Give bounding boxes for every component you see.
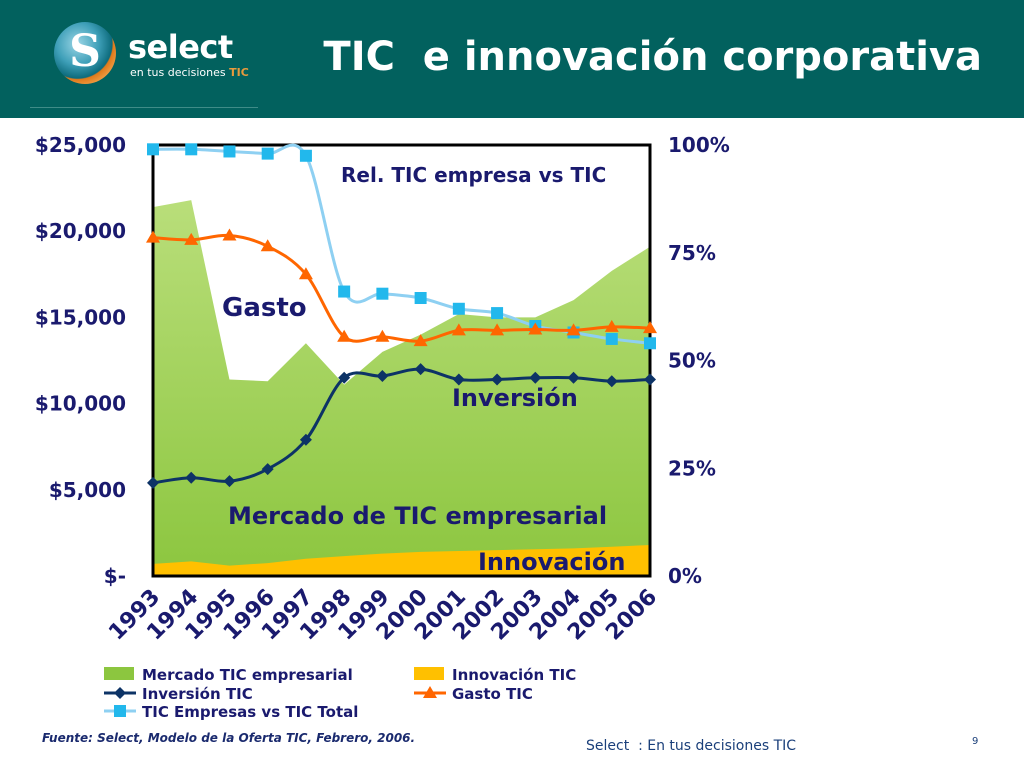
- legend-marker: [114, 705, 126, 717]
- y-left-tick-label: $5,000: [49, 478, 126, 502]
- rel-tic-marker: [261, 147, 274, 160]
- y-right-tick-label: 100%: [668, 133, 730, 157]
- inversion-marker: [491, 373, 504, 386]
- annotation-rel-tic: Rel. TIC empresa vs TIC: [341, 163, 606, 187]
- gasto-marker: [413, 334, 428, 347]
- logo-name: select: [128, 28, 233, 66]
- rel-tic-marker: [605, 332, 618, 345]
- legend-label: Innovación TIC: [452, 666, 576, 684]
- gasto-marker: [566, 323, 581, 336]
- annotation-inversion: Inversión: [452, 384, 578, 412]
- legend-swatch: [104, 667, 134, 680]
- inversion-marker: [147, 476, 159, 489]
- rel-tic-marker: [491, 307, 504, 320]
- rel-tic-marker: [223, 145, 236, 158]
- slide-title: TIC e innovación corporativa: [323, 34, 982, 80]
- y-left-tick-label: $20,000: [35, 219, 126, 243]
- legend-label: TIC Empresas vs TIC Total: [142, 703, 358, 721]
- y-right-tick-label: 25%: [668, 456, 716, 480]
- inversion-marker: [261, 463, 274, 476]
- logo-tagline: en tus decisiones TIC: [130, 66, 249, 79]
- gasto-marker: [490, 323, 505, 336]
- annotation-mercado: Mercado de TIC empresarial: [228, 502, 607, 530]
- inversion-marker: [338, 371, 351, 384]
- rel-tic-marker: [644, 337, 656, 350]
- y-right-tick-label: 50%: [668, 349, 716, 373]
- inversion-marker: [299, 433, 312, 446]
- rel-tic-marker: [376, 287, 389, 300]
- inversion-marker: [452, 373, 465, 386]
- gasto-marker: [146, 230, 160, 243]
- annotation-innovacion: Innovación: [478, 548, 625, 576]
- gasto-marker: [604, 319, 619, 332]
- gasto-marker: [643, 321, 657, 334]
- y-left-tick-label: $10,000: [35, 392, 126, 416]
- gasto-marker: [451, 323, 466, 336]
- mercado-area: [153, 200, 650, 576]
- gasto-marker: [528, 322, 543, 335]
- rel-tic-marker: [147, 143, 159, 156]
- gasto-marker: [184, 232, 199, 245]
- y-left-tick-label: $-: [104, 564, 126, 588]
- inversion-marker: [185, 471, 198, 484]
- inversion-marker: [605, 375, 618, 388]
- rel-tic-marker: [452, 302, 465, 315]
- rel-tic-marker: [338, 285, 351, 298]
- legend-label: Gasto TIC: [452, 685, 533, 703]
- legend-label: Mercado TIC empresarial: [142, 666, 353, 684]
- inversion-marker: [529, 371, 542, 384]
- logo-divider: [30, 107, 258, 108]
- legend-marker: [114, 687, 126, 699]
- innovacion-area: [153, 544, 650, 576]
- gasto-marker: [375, 329, 390, 342]
- rel-tic-marker: [185, 143, 198, 156]
- inversion-marker: [223, 475, 236, 488]
- header-bar: S select en tus decisiones TIC TIC e inn…: [0, 0, 1024, 118]
- y-left-tick-label: $25,000: [35, 133, 126, 157]
- inversion-marker: [644, 373, 656, 386]
- annotation-gasto: Gasto: [222, 293, 307, 323]
- source-note: Fuente: Select, Modelo de la Oferta TIC,…: [42, 731, 416, 745]
- select-logo-icon: S: [54, 22, 116, 84]
- y-left-tick-label: $15,000: [35, 305, 126, 329]
- rel-tic-marker: [299, 149, 312, 162]
- inversion-marker: [567, 371, 580, 384]
- y-right-tick-label: 0%: [668, 564, 702, 588]
- y-right-tick-label: 75%: [668, 241, 716, 265]
- legend-marker: [423, 686, 437, 698]
- legend-label: Inversión TIC: [142, 685, 253, 703]
- chart: $25,000 $20,000 $15,000 $10,000 $5,000 $- 100%…: [35, 133, 730, 721]
- gasto-marker: [222, 228, 237, 241]
- plot-border: [151, 143, 652, 578]
- gasto-marker: [337, 329, 352, 342]
- footer-tagline: Select : En tus decisiones TIC: [586, 738, 797, 754]
- gasto-marker: [260, 239, 275, 252]
- rel-tic-marker: [414, 292, 427, 305]
- legend-swatch: [414, 667, 444, 680]
- gasto-marker: [298, 267, 313, 280]
- inversion-marker: [414, 363, 427, 376]
- page-number: 9: [972, 736, 979, 747]
- inversion-marker: [376, 370, 389, 383]
